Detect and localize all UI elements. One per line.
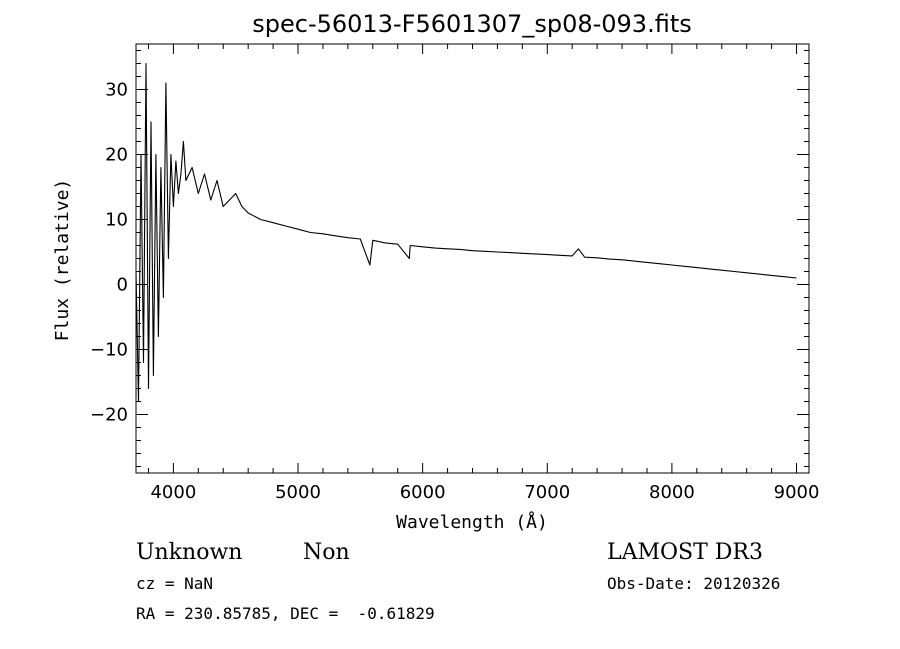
y-axis-ticks: −20 −10 0 10 20 30 [90,50,809,467]
y-tick-label: 30 [105,80,128,101]
coords-label: RA = 230.85785, DEC = -0.61829 [136,604,435,623]
x-tick-label: 6000 [400,482,446,503]
y-tick-label: −10 [90,340,128,361]
x-tick-label: 5000 [275,482,321,503]
obs-date-label: Obs-Date: 20120326 [607,574,780,593]
x-tick-label: 9000 [774,482,820,503]
x-tick-label: 7000 [524,482,570,503]
x-axis-label: Wavelength (Å) [396,511,548,533]
x-axis-ticks: 4000 5000 6000 7000 8000 9000 [147,44,820,503]
chart-title: spec-56013-F5601307_sp08-093.fits [252,10,691,38]
series-layer [135,62,797,403]
survey-label: LAMOST DR3 [607,540,763,565]
y-axis-label: Flux (relative) [52,179,73,342]
y-tick-label: −20 [90,405,128,426]
spectrum-series-line [135,62,797,403]
x-tick-label: 4000 [150,482,196,503]
plot-area: 4000 5000 6000 7000 8000 9000 −20 −10 0 10 20 30 [90,43,820,503]
subclass-label: Non [303,540,350,565]
y-tick-label: 10 [105,210,128,231]
redshift-label: cz = NaN [136,574,213,593]
y-tick-label: 0 [117,275,128,296]
y-tick-label: 20 [105,145,128,166]
x-tick-label: 8000 [649,482,695,503]
class-label: Unknown [136,540,242,565]
plot-frame [135,43,810,474]
